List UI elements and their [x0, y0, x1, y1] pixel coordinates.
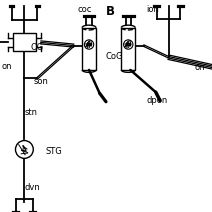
- Text: CoG: CoG: [106, 52, 124, 61]
- Bar: [82, 28, 96, 70]
- Text: STG: STG: [46, 147, 62, 156]
- Circle shape: [15, 141, 33, 158]
- Text: dvn: dvn: [24, 183, 40, 192]
- Text: B: B: [106, 5, 115, 18]
- Text: ion: ion: [146, 5, 159, 14]
- Text: dpon: dpon: [146, 96, 167, 105]
- Text: son: son: [34, 77, 49, 86]
- Text: stn: stn: [24, 108, 37, 117]
- Text: on: on: [194, 63, 205, 72]
- Bar: [13, 33, 35, 52]
- Text: on: on: [1, 62, 12, 71]
- Text: OG: OG: [31, 43, 44, 52]
- Bar: [121, 28, 135, 70]
- Text: coc: coc: [77, 5, 92, 14]
